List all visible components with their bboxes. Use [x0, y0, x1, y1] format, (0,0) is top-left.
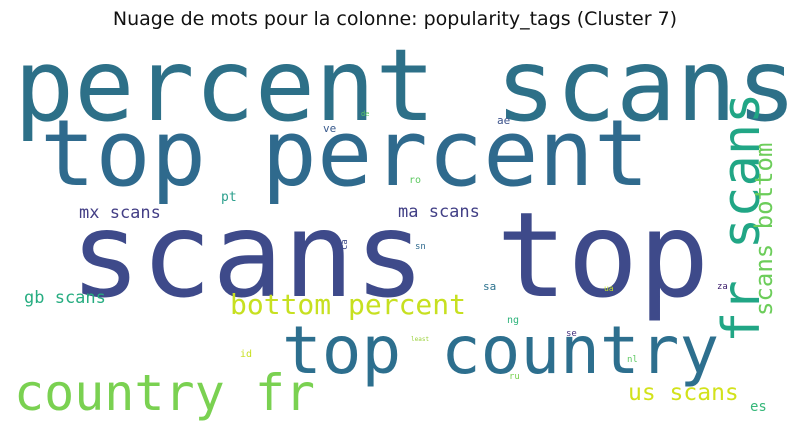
word-de: de	[361, 110, 370, 118]
word-ve: ve	[323, 122, 337, 135]
word-ua: ua	[604, 284, 614, 293]
word-ro: ro	[409, 175, 422, 186]
word-country-fr: country fr	[14, 364, 316, 422]
word-id: id	[240, 349, 253, 360]
word-sn: sn	[415, 242, 426, 252]
word-bottom-percent: bottom percent	[230, 288, 467, 321]
word-least: least	[411, 336, 430, 343]
word-us-scans: us scans	[628, 380, 739, 406]
word-se: se	[566, 329, 577, 339]
word-es: es	[750, 399, 767, 415]
word-scans-top: scans top	[70, 186, 710, 324]
word-ma-scans: ma scans	[398, 202, 480, 222]
word-mx-scans: mx scans	[79, 203, 161, 223]
word-za: za	[717, 282, 728, 292]
word-top-country: top country	[282, 312, 720, 389]
word-ng: ng	[507, 315, 520, 326]
word-ca: ca	[340, 239, 350, 250]
word-gb-scans: gb scans	[24, 288, 106, 308]
word-ru: ru	[509, 372, 520, 382]
word-sa: sa	[483, 280, 497, 293]
word-scans-bottom: scans bottom	[750, 142, 778, 316]
word-top-percent: top percent	[40, 100, 650, 207]
word-nl: nl	[627, 355, 638, 365]
chart-title: Nuage de mots pour la colonne: popularit…	[112, 8, 678, 30]
word-percent-scans: percent scans	[14, 27, 790, 144]
word-pt: pt	[221, 190, 237, 205]
word-ae: ae	[497, 114, 511, 127]
